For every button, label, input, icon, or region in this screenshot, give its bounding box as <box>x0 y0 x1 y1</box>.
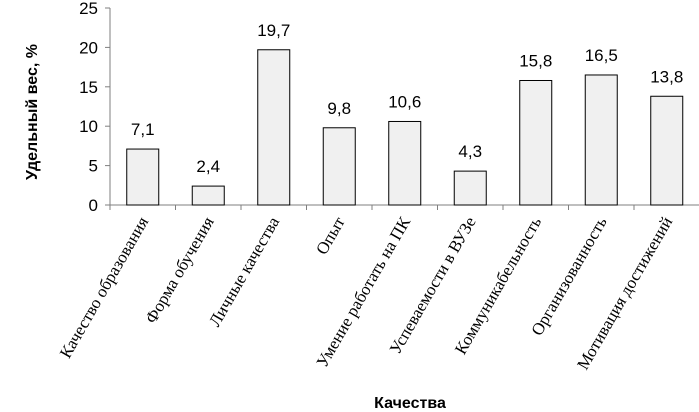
x-axis-title: Качества <box>374 395 446 412</box>
data-label-4: 9,8 <box>327 99 351 118</box>
data-labels: 7,1 2,4 19,7 9,8 10,6 4,3 15,8 16,5 13,8 <box>131 21 683 176</box>
bar-4 <box>322 127 356 206</box>
bar-7 <box>519 79 553 206</box>
data-label-5: 10,6 <box>388 92 421 111</box>
data-label-7: 15,8 <box>519 51 552 70</box>
data-label-8: 16,5 <box>585 46 618 65</box>
y-tick-label: 15 <box>79 78 98 97</box>
bar-8 <box>584 74 618 206</box>
y-axis-title: Удельный вес, % <box>24 44 41 180</box>
category-label-2: Форма обучения <box>141 213 217 326</box>
bar-3 <box>257 49 291 206</box>
y-tick-label: 10 <box>79 117 98 136</box>
bar-1 <box>126 148 160 206</box>
bar-5 <box>388 120 422 206</box>
category-label-1: Качество образования <box>56 213 152 361</box>
category-label-3: Личные качества <box>205 213 283 330</box>
data-label-2: 2,4 <box>196 157 220 176</box>
category-label-4: Опыт <box>312 213 349 258</box>
data-label-9: 13,8 <box>650 67 683 86</box>
data-label-6: 4,3 <box>458 142 482 161</box>
y-tick-label: 0 <box>89 196 98 215</box>
bar-2 <box>191 185 225 206</box>
x-axis <box>109 204 699 210</box>
data-label-3: 19,7 <box>257 21 290 40</box>
data-label-1: 7,1 <box>131 120 155 139</box>
bar-6 <box>453 170 487 206</box>
y-tick-label: 25 <box>79 0 98 18</box>
bars <box>126 49 684 206</box>
bar-9 <box>650 95 684 206</box>
y-tick-label: 20 <box>79 38 98 57</box>
y-axis: 0 5 10 15 20 25 <box>79 0 111 215</box>
y-tick-label: 5 <box>89 157 98 176</box>
